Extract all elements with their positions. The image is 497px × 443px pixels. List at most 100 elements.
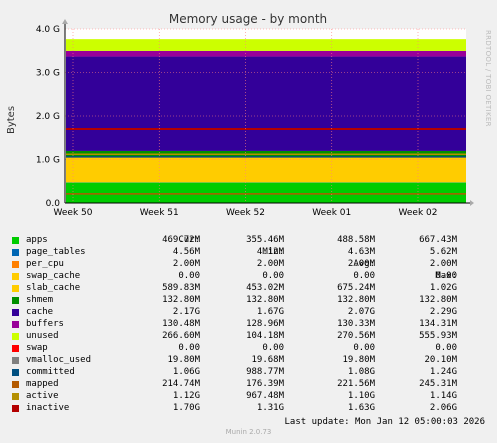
legend-swatch	[12, 369, 19, 376]
legend-series-name: mapped	[26, 379, 59, 389]
legend-value-avg: 1.08G	[347, 367, 375, 377]
legend-value-max: 0.00	[435, 343, 457, 353]
legend-value-max: 5.62M	[429, 247, 457, 257]
legend-value-cur: 0.00	[178, 271, 200, 281]
x-tick-label: Week 51	[140, 208, 179, 218]
legend-row-page-tables: page_tables 4.56M 4.12M 4.63M 5.62M	[0, 246, 497, 258]
legend-value-min: 967.48M	[246, 391, 284, 401]
legend-row-unused: unused 266.60M 104.18M 270.56M 555.93M	[0, 330, 497, 342]
legend-series-name: per_cpu	[26, 259, 64, 269]
legend-series-name: swap	[26, 343, 48, 353]
legend-value-avg: 132.80M	[337, 295, 375, 305]
legend-value-cur: 1.06G	[172, 367, 200, 377]
legend-swatch	[12, 237, 19, 244]
legend-value-min: 1.67G	[256, 307, 284, 317]
legend-value-max: 132.80M	[419, 295, 457, 305]
legend-value-cur: 4.56M	[172, 247, 200, 257]
legend-value-min: 988.77M	[246, 367, 284, 377]
header-max: Max:	[435, 271, 457, 281]
overlay-lines	[66, 128, 466, 195]
legend-swatch	[12, 273, 19, 280]
legend-swatch	[12, 285, 19, 292]
legend-value-avg: 0.00	[353, 271, 375, 281]
legend-row-buffers: buffers 130.48M 128.96M 130.33M 134.31M	[0, 318, 497, 330]
area-slab-cache	[66, 156, 466, 183]
legend-series-name: buffers	[26, 319, 64, 329]
legend-value-cur: 1.12G	[172, 391, 200, 401]
legend-value-min: 1.31G	[256, 403, 284, 413]
legend-swatch	[12, 249, 19, 256]
legend-series-name: unused	[26, 331, 59, 341]
y-ticks: 0.0 1.0 G 2.0 G 3.0 G 4.0 G	[36, 25, 60, 209]
legend-value-avg: 130.33M	[337, 319, 375, 329]
legend-value-min: 355.46M	[246, 235, 284, 245]
legend-value-max: 2.29G	[429, 307, 457, 317]
legend-swatch	[12, 297, 19, 304]
x-tick-label: Week 52	[226, 208, 265, 218]
last-update: Last update: Mon Jan 12 05:00:03 2026	[284, 417, 485, 427]
y-tick-label: 4.0 G	[36, 25, 60, 35]
legend-row-slab-cache: slab_cache 589.83M 453.02M 675.24M 1.02G	[0, 282, 497, 294]
y-tick-label: 3.0 G	[36, 69, 60, 79]
y-tick-label: 2.0 G	[36, 112, 60, 122]
legend-value-cur: 266.60M	[162, 331, 200, 341]
legend-value-avg: 1.63G	[347, 403, 375, 413]
header-avg: Avg:	[353, 259, 375, 269]
legend-value-cur: 0.00	[178, 343, 200, 353]
legend-series-name: inactive	[26, 403, 70, 413]
area-unused	[66, 39, 466, 51]
y-axis-arrow	[62, 19, 68, 24]
legend-value-cur: 2.00M	[172, 259, 200, 269]
legend-value-max: 245.31M	[419, 379, 457, 389]
legend-swatch	[12, 309, 19, 316]
legend-header: Cur: Min: Avg: Max:	[0, 222, 497, 281]
legend-value-min: 104.18M	[246, 331, 284, 341]
chart-title: Memory usage - by month	[169, 12, 327, 26]
legend-value-cur: 19.80M	[167, 355, 200, 365]
legend-series-name: apps	[26, 235, 48, 245]
legend-row-active: active 1.12G 967.48M 1.10G 1.14G	[0, 390, 497, 402]
legend-series-name: shmem	[26, 295, 54, 305]
legend-swatch	[12, 333, 19, 340]
legend-series-name: cache	[26, 307, 54, 317]
legend-value-max: 0.00	[435, 271, 457, 281]
legend-value-avg: 488.58M	[337, 235, 375, 245]
legend-row-swap: swap 0.00 0.00 0.00 0.00	[0, 342, 497, 354]
legend-value-max: 667.43M	[419, 235, 457, 245]
legend-row-vmalloc-used: vmalloc_used 19.80M 19.68M 19.80M 20.10M	[0, 354, 497, 366]
legend-row-apps: apps 469.72M 355.46M 488.58M 667.43M	[0, 234, 497, 246]
area-buffers	[66, 50, 466, 57]
legend-value-cur: 1.70G	[172, 403, 200, 413]
legend-series-name: swap_cache	[26, 271, 81, 281]
x-axis-arrow	[470, 200, 474, 206]
legend-series-name: committed	[26, 367, 75, 377]
x-tick-label: Week 50	[54, 208, 93, 218]
legend-value-min: 453.02M	[246, 283, 284, 293]
y-axis-label: Bytes	[6, 106, 17, 134]
legend-series-name: vmalloc_used	[26, 355, 92, 365]
legend-value-max: 1.24G	[429, 367, 457, 377]
legend-value-max: 1.14G	[429, 391, 457, 401]
legend-value-min: 4.12M	[256, 247, 284, 257]
legend-value-min: 132.80M	[246, 295, 284, 305]
legend-value-max: 134.31M	[419, 319, 457, 329]
legend-value-cur: 130.48M	[162, 319, 200, 329]
legend-swatch	[12, 261, 19, 268]
area-cache	[66, 56, 466, 151]
grid-lines	[65, 28, 466, 203]
legend-value-cur: 214.74M	[162, 379, 200, 389]
legend-swatch	[12, 357, 19, 364]
memory-chart: Memory usage - by month Bytes RRDTOOL / …	[6, 12, 492, 218]
legend-swatch	[12, 405, 19, 412]
legend-value-avg: 270.56M	[337, 331, 375, 341]
legend-value-min: 0.00	[262, 343, 284, 353]
legend-value-min: 176.39M	[246, 379, 284, 389]
legend-value-cur: 589.83M	[162, 283, 200, 293]
x-tick-label: Week 02	[399, 208, 438, 218]
x-ticks: Week 50 Week 51 Week 52 Week 01 Week 02	[54, 208, 438, 218]
area-apps	[66, 182, 466, 203]
legend-value-cur: 469.72M	[162, 235, 200, 245]
legend-value-max: 2.00M	[429, 259, 457, 269]
legend-value-max: 2.06G	[429, 403, 457, 413]
legend-value-min: 0.00	[262, 271, 284, 281]
